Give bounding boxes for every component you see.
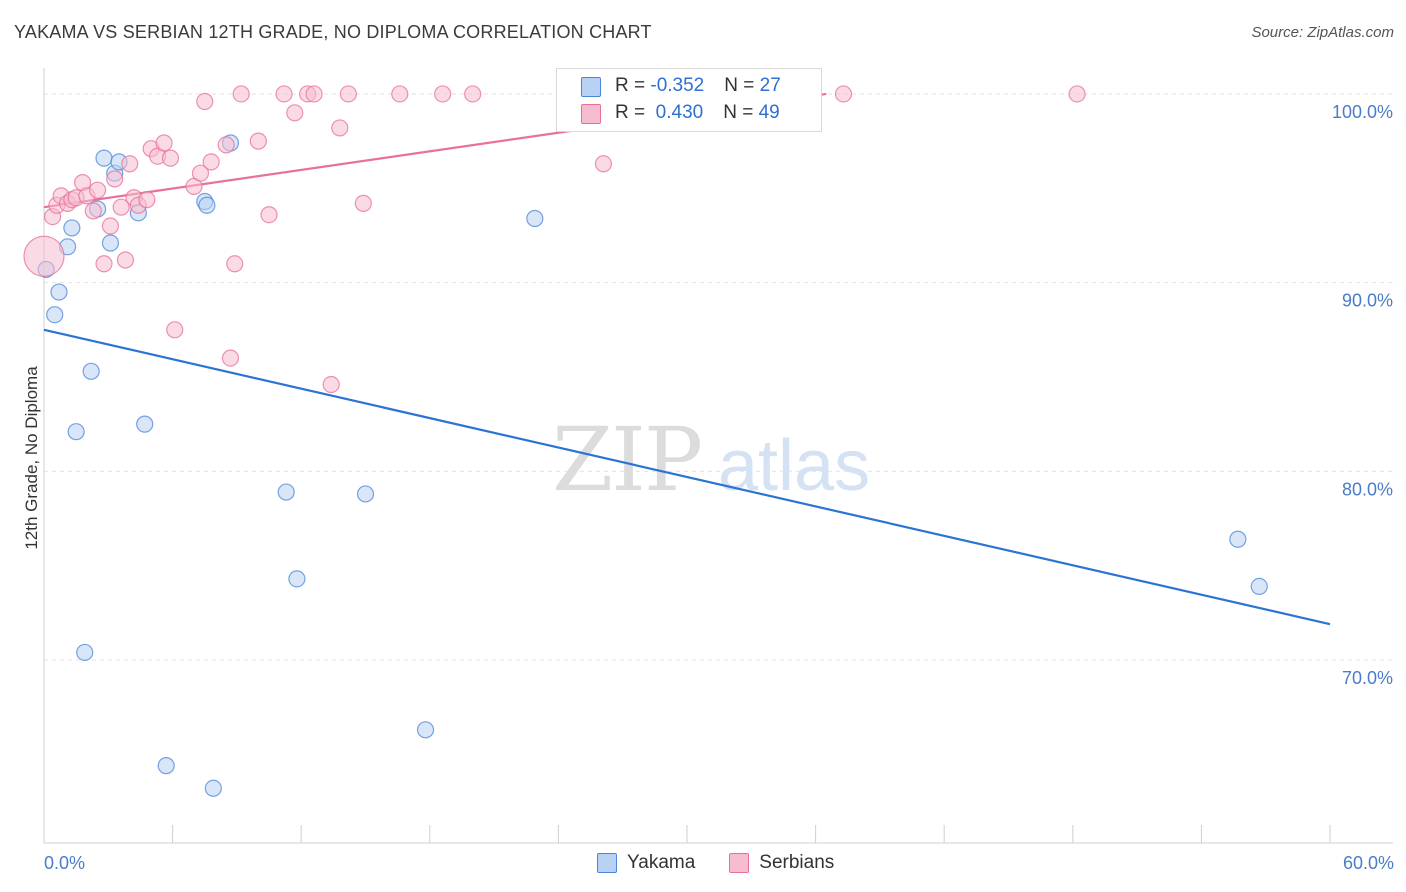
source-label: Source: ZipAtlas.com	[1251, 24, 1394, 41]
yakama-point-25	[1229, 530, 1247, 548]
y-tick-label-3: 70.0%	[1342, 668, 1393, 688]
axes: 100.0% 90.0% 80.0% 70.0% 0.0% 60.0%	[43, 68, 1394, 873]
serbians-point-13	[106, 170, 124, 188]
y-tick-label-2: 80.0%	[1342, 479, 1393, 499]
yakama-point-20	[277, 483, 295, 501]
serbians-point-19	[138, 191, 156, 209]
serbians-point-41	[339, 85, 357, 103]
chart-title: YAKAMA VS SERBIAN 12TH GRADE, NO DIPLOMA…	[14, 22, 652, 42]
legend-yakama-r-label: R =	[615, 75, 651, 96]
watermark: ZIP atlas	[552, 408, 870, 511]
y-tick-label-1: 90.0%	[1342, 291, 1393, 311]
bottom-legend-yakama: Yakama	[627, 852, 696, 873]
yakama-point-1	[46, 306, 64, 324]
legend-serbians-n-value: 49	[758, 102, 780, 123]
yakama-point-24	[526, 209, 544, 228]
serbians-point-42	[354, 194, 372, 212]
yakama-point-7	[82, 362, 100, 380]
legend-row-serbians: R = 0.430 N = 49	[581, 101, 780, 125]
y-axis-label: 12th Grade, No Diploma	[22, 366, 41, 550]
serbians-point-32	[232, 85, 250, 103]
serbians-point-12	[101, 217, 120, 235]
serbians-point-31	[226, 255, 244, 273]
serbians-point-44	[434, 85, 452, 103]
serbians-point-26	[191, 164, 210, 182]
yakama-point-14	[136, 415, 154, 433]
yakama-point-15	[157, 757, 175, 775]
yakama-point-23	[416, 721, 435, 739]
legend-swatch-yakama	[581, 77, 601, 97]
legend-swatch-serbians	[581, 104, 601, 124]
serbians-point-43	[391, 85, 409, 103]
serbians-point-33	[249, 132, 267, 150]
yakama-point-18	[204, 779, 222, 797]
serbians-point-48	[1068, 85, 1086, 103]
serbians-point-39	[322, 375, 340, 394]
bottom-legend-serbians: Serbians	[759, 852, 835, 873]
serbians-point-35	[275, 85, 293, 103]
yakama-point-4	[63, 219, 81, 237]
legend-yakama-n-value: 27	[759, 75, 781, 96]
watermark-atlas: atlas	[718, 426, 870, 506]
serbians-point-16	[121, 155, 139, 173]
serbians-point-29	[217, 136, 235, 154]
yakama-point-6	[76, 643, 94, 662]
serbians-point-15	[116, 251, 135, 269]
x-tick-label-0: 0.0%	[44, 853, 85, 873]
serbians-point-11	[95, 255, 113, 273]
bottom-legend-swatch-yakama	[597, 853, 617, 873]
serbians-point-14	[112, 198, 130, 216]
yakama-point-22	[356, 485, 375, 503]
serbians-point-10	[88, 181, 107, 199]
yakama-point-2	[50, 283, 68, 301]
legend-yakama-r-value: -0.352	[650, 75, 705, 96]
serbians-point-34	[260, 206, 278, 224]
yakama-trend-line	[43, 328, 1331, 626]
legend-yakama-n-label: N =	[724, 75, 760, 96]
legend-row-yakama: R = -0.352 N = 27	[581, 74, 781, 98]
serbians-point-47	[834, 85, 853, 103]
y-tick-label-0: 100.0%	[1332, 102, 1393, 122]
x-tick-label-1: 60.0%	[1343, 853, 1394, 873]
watermark-zip: ZIP	[552, 408, 701, 511]
yakama-point-10	[101, 234, 120, 252]
serbians-point-27	[196, 92, 214, 111]
yakama-point-17	[198, 196, 216, 214]
serbians-point-36	[286, 104, 304, 122]
bottom-legend-swatch-serbians	[729, 853, 750, 873]
yakama-point-26	[1250, 577, 1268, 596]
serbians-point-38	[305, 85, 323, 103]
serbians-point-0	[23, 235, 65, 277]
serbians-point-40	[331, 119, 349, 137]
legend-serbians-r-label: R =	[615, 102, 651, 123]
serbians-point-23	[161, 149, 180, 167]
yakama-point-21	[288, 570, 306, 588]
data-points	[23, 85, 1268, 797]
serbians-point-30	[221, 349, 240, 367]
yakama-point-9	[95, 149, 113, 167]
serbians-point-24	[166, 321, 184, 339]
serbians-point-46	[594, 155, 613, 173]
serbians-point-22	[155, 134, 173, 152]
serbians-point-9	[84, 202, 102, 220]
serbians-point-45	[464, 85, 482, 103]
stats-legend: R = -0.352 N = 27 R = 0.430 N = 49	[556, 68, 822, 132]
bottom-legend: Yakama Serbians	[597, 852, 834, 874]
legend-serbians-n-label: N =	[723, 102, 759, 123]
legend-serbians-r-value: 0.430	[650, 102, 704, 123]
serbians-point-28	[202, 153, 220, 171]
yakama-point-5	[67, 423, 85, 441]
